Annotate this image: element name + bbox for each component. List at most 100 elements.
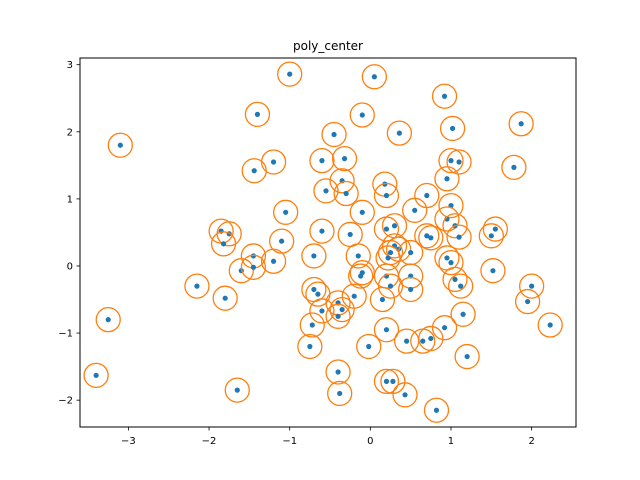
data-point [456, 234, 462, 240]
data-point [270, 159, 277, 165]
data-point [529, 283, 535, 289]
point-ring [361, 64, 388, 90]
data-point [383, 192, 390, 199]
x-tick-label: −2 [202, 436, 217, 447]
point-ring [309, 298, 335, 324]
data-point [311, 286, 317, 293]
point-ring [446, 224, 472, 250]
data-point [488, 233, 494, 239]
point-ring [273, 199, 299, 225]
point-ring [398, 276, 424, 303]
data-point [408, 286, 414, 293]
data-point [366, 343, 372, 350]
data-point [319, 228, 325, 234]
point-ring [356, 333, 382, 360]
point-ring [482, 216, 508, 242]
x-tick-label: 2 [528, 436, 534, 447]
point-ring [434, 206, 460, 232]
point-ring [402, 197, 428, 223]
data-point [311, 253, 317, 259]
point-ring [537, 312, 563, 338]
data-point [420, 338, 426, 344]
point-ring [212, 285, 238, 311]
data-point [441, 325, 448, 331]
point-ring [349, 199, 375, 225]
data-point [456, 159, 462, 165]
point-ring [478, 223, 504, 249]
data-point [331, 131, 337, 138]
point-ring [345, 243, 371, 269]
data-point [383, 378, 390, 384]
data-point [358, 273, 364, 279]
point-ring [514, 288, 541, 315]
point-ring [434, 166, 460, 192]
point-ring [423, 397, 450, 423]
data-point [343, 190, 349, 197]
point-ring [184, 273, 210, 299]
point-ring [348, 263, 374, 289]
data-point [309, 322, 315, 328]
data-point [387, 283, 394, 289]
point-ring [414, 223, 440, 249]
data-point [525, 298, 531, 305]
data-point [194, 283, 200, 289]
data-point [448, 158, 454, 164]
point-ring [83, 362, 109, 388]
point-ring [329, 168, 355, 194]
data-point [250, 264, 256, 270]
data-point [518, 121, 524, 127]
point-ring [277, 61, 303, 87]
point-ring [107, 132, 133, 158]
data-point [335, 313, 341, 319]
point-ring [375, 245, 401, 271]
x-tick-label: −3 [121, 436, 136, 447]
point-ring [431, 83, 458, 109]
point-ring [438, 249, 464, 276]
data-point [396, 130, 402, 136]
y-tick-label: −2 [58, 396, 73, 407]
y-tick-label: 1 [67, 194, 73, 205]
point-ring [240, 254, 267, 280]
point-ring [333, 180, 359, 207]
point-ring [309, 218, 335, 244]
data-point [511, 164, 517, 170]
point-ring [349, 102, 375, 128]
data-point [428, 235, 434, 241]
data-point [287, 71, 293, 77]
data-point [351, 293, 357, 299]
data-point [335, 369, 341, 375]
data-point [347, 231, 353, 238]
x-tick-label: 1 [448, 436, 454, 447]
point-ring [95, 307, 121, 333]
y-tick-label: 3 [67, 60, 73, 71]
y-tick-label: 0 [67, 261, 73, 272]
x-tick-label: −1 [282, 436, 297, 447]
data-point [359, 209, 365, 215]
point-ring [228, 258, 254, 284]
point-ring [373, 368, 400, 395]
data-point [383, 226, 390, 232]
data-point [383, 327, 390, 333]
data-point [319, 308, 325, 314]
point-ring [301, 243, 327, 269]
point-ring [438, 147, 464, 174]
data-point [234, 387, 240, 393]
chart-title: poly_center [293, 39, 363, 53]
point-ring [392, 382, 418, 408]
point-ring [508, 111, 534, 137]
data-point [448, 260, 454, 266]
point-ring [244, 101, 271, 128]
axes: −3 −2 −1 0 1 2 −2 −1 0 1 2 3 [58, 60, 535, 447]
point-ring [377, 273, 404, 299]
data-point [391, 223, 398, 229]
x-tick-label: 0 [367, 436, 373, 447]
data-point [323, 188, 329, 194]
point-ring [309, 147, 335, 174]
data-point [452, 276, 458, 282]
data-point [222, 295, 228, 301]
data-point [355, 253, 361, 259]
data-point [428, 335, 434, 342]
point-ring [260, 149, 287, 175]
point-ring [331, 145, 358, 172]
